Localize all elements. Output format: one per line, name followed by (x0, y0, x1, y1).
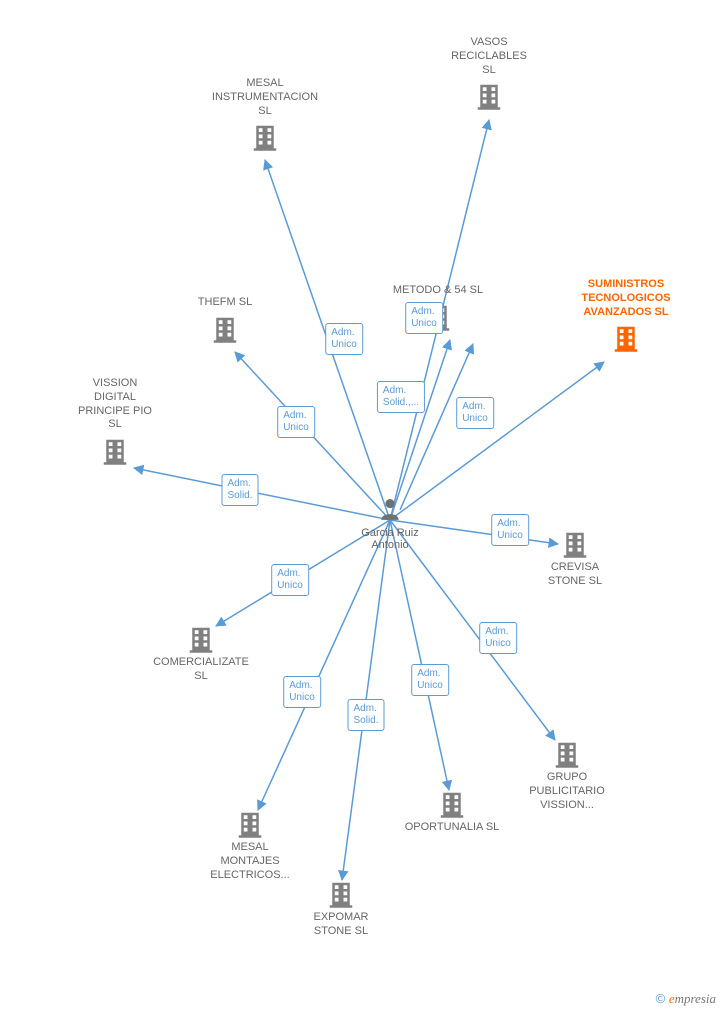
node-label-line: VASOS (470, 36, 507, 48)
edge-label: Adm.Unico (411, 664, 449, 696)
node-label-line: ELECTRICOS... (210, 869, 289, 881)
node-label-line: OPORTUNALIA SL (405, 821, 500, 833)
node-label-line: VISSION... (540, 799, 594, 811)
node-label-line: DIGITAL (94, 391, 136, 403)
node-label-line: MESAL (231, 841, 268, 853)
company-node-grupo[interactable]: GRUPO PUBLICITARIO VISSION... (507, 735, 627, 812)
edge (390, 340, 450, 520)
node-label-line: SUMINISTROS (588, 278, 664, 290)
node-label-line: SL (258, 105, 271, 117)
building-icon (474, 81, 504, 111)
node-label-line: EXPOMAR (313, 911, 368, 923)
copyright-symbol: © (656, 991, 666, 1006)
company-node-mesal_m[interactable]: MESAL MONTAJES ELECTRICOS... (190, 805, 310, 882)
node-label-line: CREVISA (551, 561, 599, 573)
building-icon (611, 323, 641, 353)
node-label-line: RECICLABLES (451, 50, 527, 62)
edge-label: Adm.Unico (283, 676, 321, 708)
building-icon (326, 879, 356, 909)
node-label-line: MONTAJES (220, 855, 279, 867)
company-node-crevisa[interactable]: CREVISA STONE SL (515, 525, 635, 589)
building-icon (250, 122, 280, 152)
node-label-line: THEFM SL (198, 296, 252, 308)
center-person-node[interactable]: Garcia Ruiz Antonio (330, 496, 450, 551)
node-label-line: SL (194, 670, 207, 682)
building-icon (100, 436, 130, 466)
edge-label: Adm.Unico (325, 323, 363, 355)
company-node-mesal_i[interactable]: MESAL INSTRUMENTACION SL (205, 77, 325, 152)
node-label-line: METODO & 54 SL (393, 284, 483, 296)
node-label-line: AVANZADOS SL (583, 306, 668, 318)
building-icon (210, 314, 240, 344)
edge-label: Adm.Solid. (347, 699, 384, 731)
company-node-expomar[interactable]: EXPOMAR STONE SL (281, 875, 401, 939)
edge-label: Adm.Solid. (221, 474, 258, 506)
node-label-line: COMERCIALIZATE (153, 656, 249, 668)
company-node-thefm[interactable]: THEFM SL (165, 296, 285, 344)
edge-label: Adm.Unico (491, 514, 529, 546)
company-node-sumin[interactable]: SUMINISTROS TECNOLOGICOS AVANZADOS SL (566, 278, 686, 353)
edge-label: Adm.Unico (271, 564, 309, 596)
brand-rest: mpresia (675, 991, 716, 1006)
node-label-line: TECNOLOGICOS (581, 292, 670, 304)
node-label-line: VISSION (93, 377, 138, 389)
company-node-comerc[interactable]: COMERCIALIZATE SL (141, 620, 261, 684)
node-label-line: MESAL (246, 77, 283, 89)
company-node-vission[interactable]: VISSION DIGITAL PRINCIPE PIOSL (55, 377, 175, 466)
edge-label: Adm.Unico (456, 397, 494, 429)
building-icon (235, 809, 265, 839)
edge-label: Adm.Unico (405, 302, 443, 334)
copyright: © empresia (656, 991, 716, 1007)
node-label-line: PUBLICITARIO (529, 785, 605, 797)
node-label-line: PRINCIPE PIO (78, 405, 152, 417)
person-icon (377, 496, 403, 522)
center-label-line2: Antonio (371, 539, 408, 551)
edge-label: Adm.Unico (479, 622, 517, 654)
center-label-line1: Garcia Ruiz (361, 527, 418, 539)
edge-label: Adm.Unico (277, 406, 315, 438)
node-label-line: GRUPO (547, 771, 587, 783)
building-icon (186, 624, 216, 654)
node-label-line: SL (482, 64, 495, 76)
company-node-vasos[interactable]: VASOS RECICLABLES SL (429, 36, 549, 111)
company-node-oport[interactable]: OPORTUNALIA SL (392, 785, 512, 835)
node-label-line: SL (108, 418, 121, 430)
edge-label: Adm.Solid.,... (377, 381, 425, 413)
node-label-line: STONE SL (548, 575, 602, 587)
node-label-line: STONE SL (314, 925, 368, 937)
building-icon (560, 529, 590, 559)
building-icon (552, 739, 582, 769)
node-label-line: INSTRUMENTACION (212, 91, 318, 103)
building-icon (437, 789, 467, 819)
